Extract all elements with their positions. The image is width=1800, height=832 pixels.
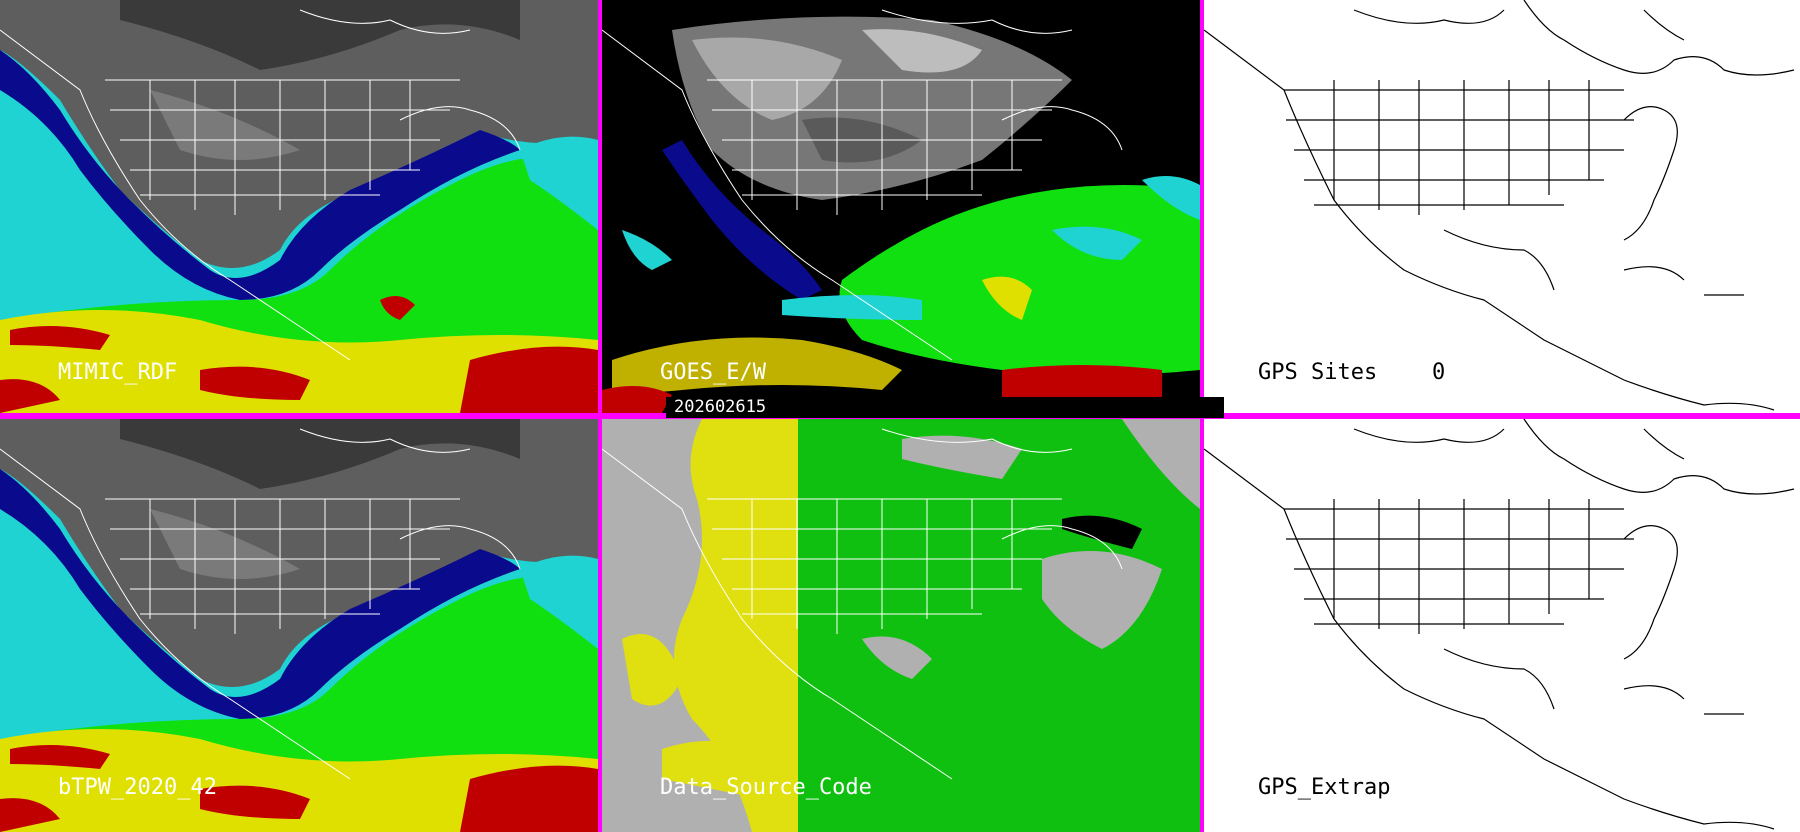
- gps-sites-label: GPS Sites: [1258, 360, 1378, 385]
- panel-btpw: bTPW_2020_42: [0, 419, 598, 832]
- gps-extrap-map: [1204, 419, 1795, 830]
- mimic-rdf-label: MIMIC_RDF: [58, 360, 178, 385]
- gps-sites-count: 0: [1432, 360, 1446, 385]
- goes-ew-label: GOES_E/W: [660, 360, 766, 385]
- gps-extrap-label: GPS_Extrap: [1258, 775, 1391, 800]
- panel-gps-sites: GPS Sites 0: [1204, 0, 1800, 413]
- timestamp-text: 202602615: [674, 397, 767, 417]
- btpw-map: [0, 419, 598, 832]
- panel-data-source-code: Data_Source_Code: [602, 419, 1200, 832]
- goes-ew-map: [602, 0, 1200, 413]
- btpw-label: bTPW_2020_42: [58, 775, 217, 800]
- panel-goes-ew: GOES_E/W: [602, 0, 1200, 413]
- timestamp-bar: 202602615: [666, 397, 1224, 418]
- panel-mimic-rdf: MIMIC_RDF: [0, 0, 598, 413]
- mimic-rdf-map: [0, 0, 598, 413]
- data-source-code-map: [602, 419, 1200, 832]
- data-source-code-label: Data_Source_Code: [660, 775, 872, 800]
- gps-sites-map: [1204, 0, 1795, 411]
- panel-gps-extrap: GPS_Extrap: [1204, 419, 1800, 832]
